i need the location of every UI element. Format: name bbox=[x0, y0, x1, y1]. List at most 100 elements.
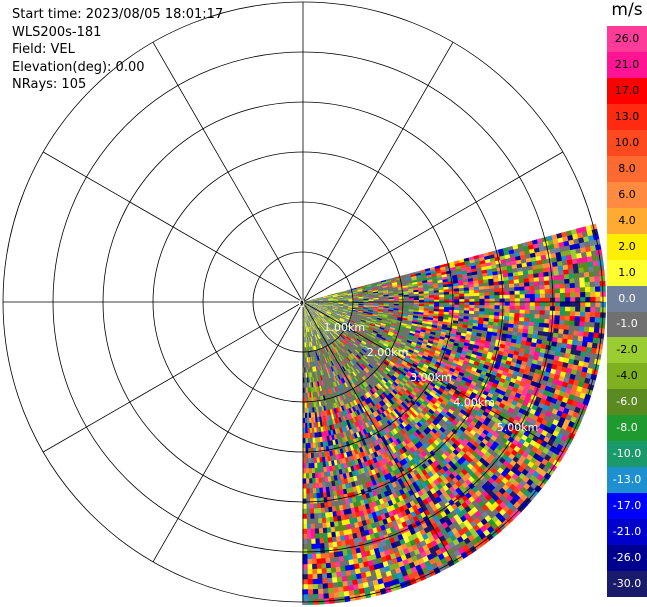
velocity-gate bbox=[313, 303, 319, 304]
velocity-gate bbox=[404, 356, 411, 362]
velocity-gate bbox=[333, 318, 340, 322]
velocity-gate bbox=[322, 306, 328, 309]
velocity-gate bbox=[571, 364, 579, 372]
velocity-gate bbox=[362, 292, 369, 295]
velocity-gate bbox=[414, 369, 421, 375]
velocity-gate bbox=[361, 314, 368, 317]
velocity-gate bbox=[573, 273, 580, 279]
velocity-gate bbox=[317, 306, 323, 309]
velocity-gate bbox=[463, 316, 470, 320]
velocity-gate bbox=[372, 315, 378, 318]
velocity-gate bbox=[403, 303, 410, 306]
velocity-gate bbox=[585, 302, 591, 308]
velocity-gate bbox=[316, 308, 322, 311]
velocity-gate bbox=[353, 302, 359, 305]
velocity-gate bbox=[340, 316, 346, 320]
velocity-gate bbox=[428, 308, 435, 312]
velocity-gate bbox=[445, 348, 453, 354]
field-label: Field: VEL bbox=[12, 42, 75, 57]
velocity-gate bbox=[430, 389, 438, 396]
velocity-gate bbox=[380, 321, 387, 325]
velocity-gate bbox=[595, 302, 601, 308]
velocity-gate bbox=[483, 282, 490, 287]
velocity-gate bbox=[363, 298, 369, 300]
velocity-gate bbox=[343, 331, 349, 336]
velocity-gate bbox=[578, 331, 585, 338]
velocity-gate bbox=[443, 311, 450, 316]
velocity-gate bbox=[513, 279, 520, 285]
velocity-gate bbox=[418, 304, 425, 307]
velocity-gate bbox=[394, 353, 401, 358]
velocity-gate bbox=[558, 274, 565, 281]
velocity-gate bbox=[453, 282, 459, 287]
velocity-gate bbox=[358, 307, 364, 310]
velocity-gate bbox=[361, 340, 367, 345]
velocity-gate bbox=[328, 318, 333, 323]
velocity-gate bbox=[323, 301, 329, 302]
velocity-gate bbox=[570, 297, 576, 303]
velocity-gate bbox=[591, 342, 599, 350]
velocity-gate bbox=[514, 305, 521, 311]
velocity-gate bbox=[331, 311, 337, 315]
velocity-gate bbox=[433, 352, 440, 358]
velocity-gate bbox=[331, 311, 337, 314]
velocity-gate bbox=[415, 328, 422, 332]
velocity-gate bbox=[328, 303, 334, 305]
velocity-gate bbox=[514, 298, 521, 303]
velocity-gate bbox=[439, 302, 445, 305]
velocity-gate bbox=[350, 317, 357, 321]
velocity-gate bbox=[342, 290, 348, 293]
velocity-gate bbox=[469, 293, 475, 297]
velocity-gate bbox=[420, 345, 427, 350]
velocity-gate bbox=[415, 343, 422, 348]
velocity-gate bbox=[432, 404, 439, 411]
velocity-gate bbox=[313, 300, 319, 302]
velocity-gate bbox=[447, 358, 455, 363]
velocity-gate bbox=[380, 336, 387, 341]
velocity-gate bbox=[345, 316, 352, 320]
velocity-gate bbox=[439, 304, 445, 308]
velocity-gate bbox=[539, 306, 546, 312]
velocity-gate bbox=[559, 279, 566, 285]
velocity-gate bbox=[343, 300, 349, 302]
velocity-gate bbox=[418, 308, 425, 311]
velocity-gate bbox=[308, 302, 314, 304]
velocity-gate bbox=[388, 297, 395, 300]
velocity-gate bbox=[489, 291, 495, 296]
velocity-gate bbox=[560, 297, 566, 303]
velocity-gate bbox=[467, 322, 474, 327]
velocity-gate bbox=[482, 327, 489, 332]
velocity-gate bbox=[403, 289, 409, 292]
velocity-gate bbox=[372, 330, 379, 334]
velocity-gate bbox=[370, 334, 377, 338]
velocity-gate bbox=[479, 311, 485, 316]
velocity-gate bbox=[326, 311, 332, 315]
velocity-gate bbox=[360, 318, 367, 322]
velocity-gate bbox=[392, 317, 398, 321]
velocity-gate bbox=[503, 319, 510, 325]
velocity-gate bbox=[327, 294, 333, 297]
velocity-gate bbox=[313, 299, 319, 301]
velocity-gate bbox=[426, 357, 433, 363]
velocity-gate bbox=[429, 399, 437, 406]
velocity-gate bbox=[558, 241, 565, 249]
velocity-gate bbox=[553, 324, 560, 330]
velocity-gate bbox=[337, 292, 343, 295]
velocity-gate bbox=[355, 339, 362, 344]
velocity-gate bbox=[433, 366, 440, 372]
velocity-gate bbox=[443, 356, 450, 362]
velocity-gate bbox=[557, 260, 564, 267]
velocity-gate bbox=[347, 294, 354, 297]
velocity-gate bbox=[424, 361, 431, 367]
velocity-gate bbox=[327, 307, 333, 310]
velocity-gate bbox=[326, 310, 333, 313]
velocity-gate bbox=[418, 293, 425, 297]
velocity-gate bbox=[380, 365, 386, 371]
velocity-gate bbox=[521, 336, 528, 343]
velocity-gate bbox=[367, 289, 374, 292]
velocity-gate bbox=[354, 321, 360, 325]
velocity-gate bbox=[336, 312, 342, 315]
velocity-gate bbox=[344, 329, 350, 334]
velocity-gate bbox=[587, 235, 595, 242]
velocity-gate bbox=[355, 340, 361, 345]
